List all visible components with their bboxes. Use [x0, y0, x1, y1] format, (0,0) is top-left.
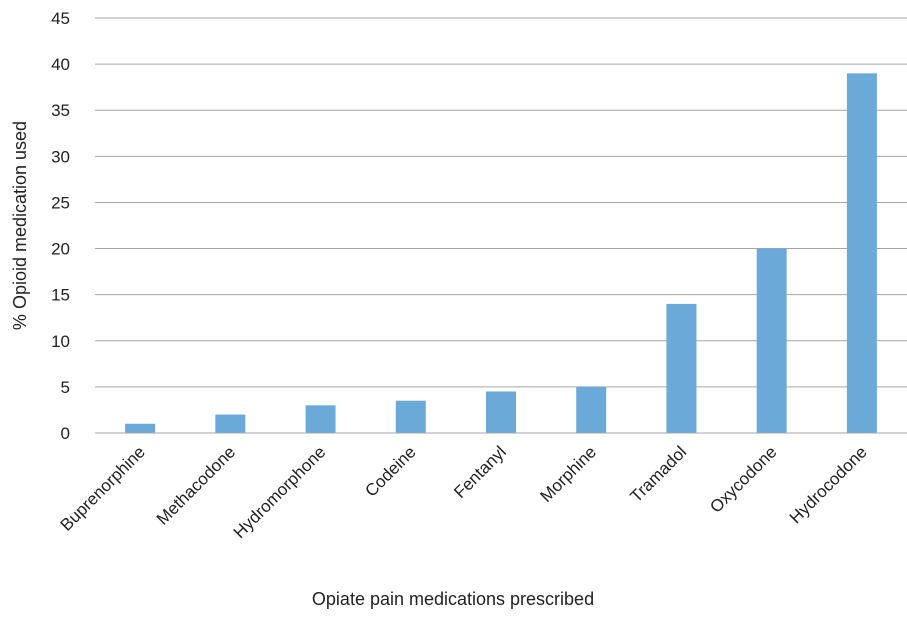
x-axis-title: Opiate pain medications prescribed [312, 589, 594, 609]
x-tick-label: Methacodone [153, 442, 239, 528]
bar [215, 414, 246, 433]
bar [666, 303, 697, 433]
y-tick-label: 5 [61, 378, 70, 397]
y-tick-label: 15 [51, 286, 70, 305]
bar [486, 391, 516, 433]
y-tick-label: 10 [51, 332, 70, 351]
y-axis-ticks: 0 5 10 15 20 25 30 35 40 45 [51, 9, 70, 443]
x-tick-label: Hydrocodone [786, 442, 871, 527]
y-tick-label: 20 [51, 240, 70, 259]
x-tick-label: Hydromorphone [230, 442, 330, 542]
gridlines [95, 17, 907, 388]
bars [125, 73, 877, 433]
x-tick-label: Oxycodone [706, 442, 780, 516]
x-tick-label: Codeine [361, 442, 419, 500]
y-tick-label: 35 [51, 101, 70, 120]
y-tick-label: 45 [51, 9, 70, 28]
x-tick-label: Fentanyl [450, 442, 510, 502]
y-tick-label: 25 [51, 193, 70, 212]
bar [395, 400, 426, 433]
y-tick-label: 0 [61, 424, 70, 443]
bar [756, 248, 787, 433]
y-axis-title: % Opioid medication used [10, 121, 30, 330]
y-tick-label: 30 [51, 147, 70, 166]
y-tick-label: 40 [51, 55, 70, 74]
bar [125, 423, 156, 433]
bar [576, 386, 607, 433]
bar [846, 73, 877, 433]
x-tick-label: Morphine [536, 442, 600, 506]
x-tick-label: Buprenorphine [57, 442, 149, 534]
x-tick-label: Tramadol [627, 442, 691, 506]
bar [305, 405, 336, 433]
